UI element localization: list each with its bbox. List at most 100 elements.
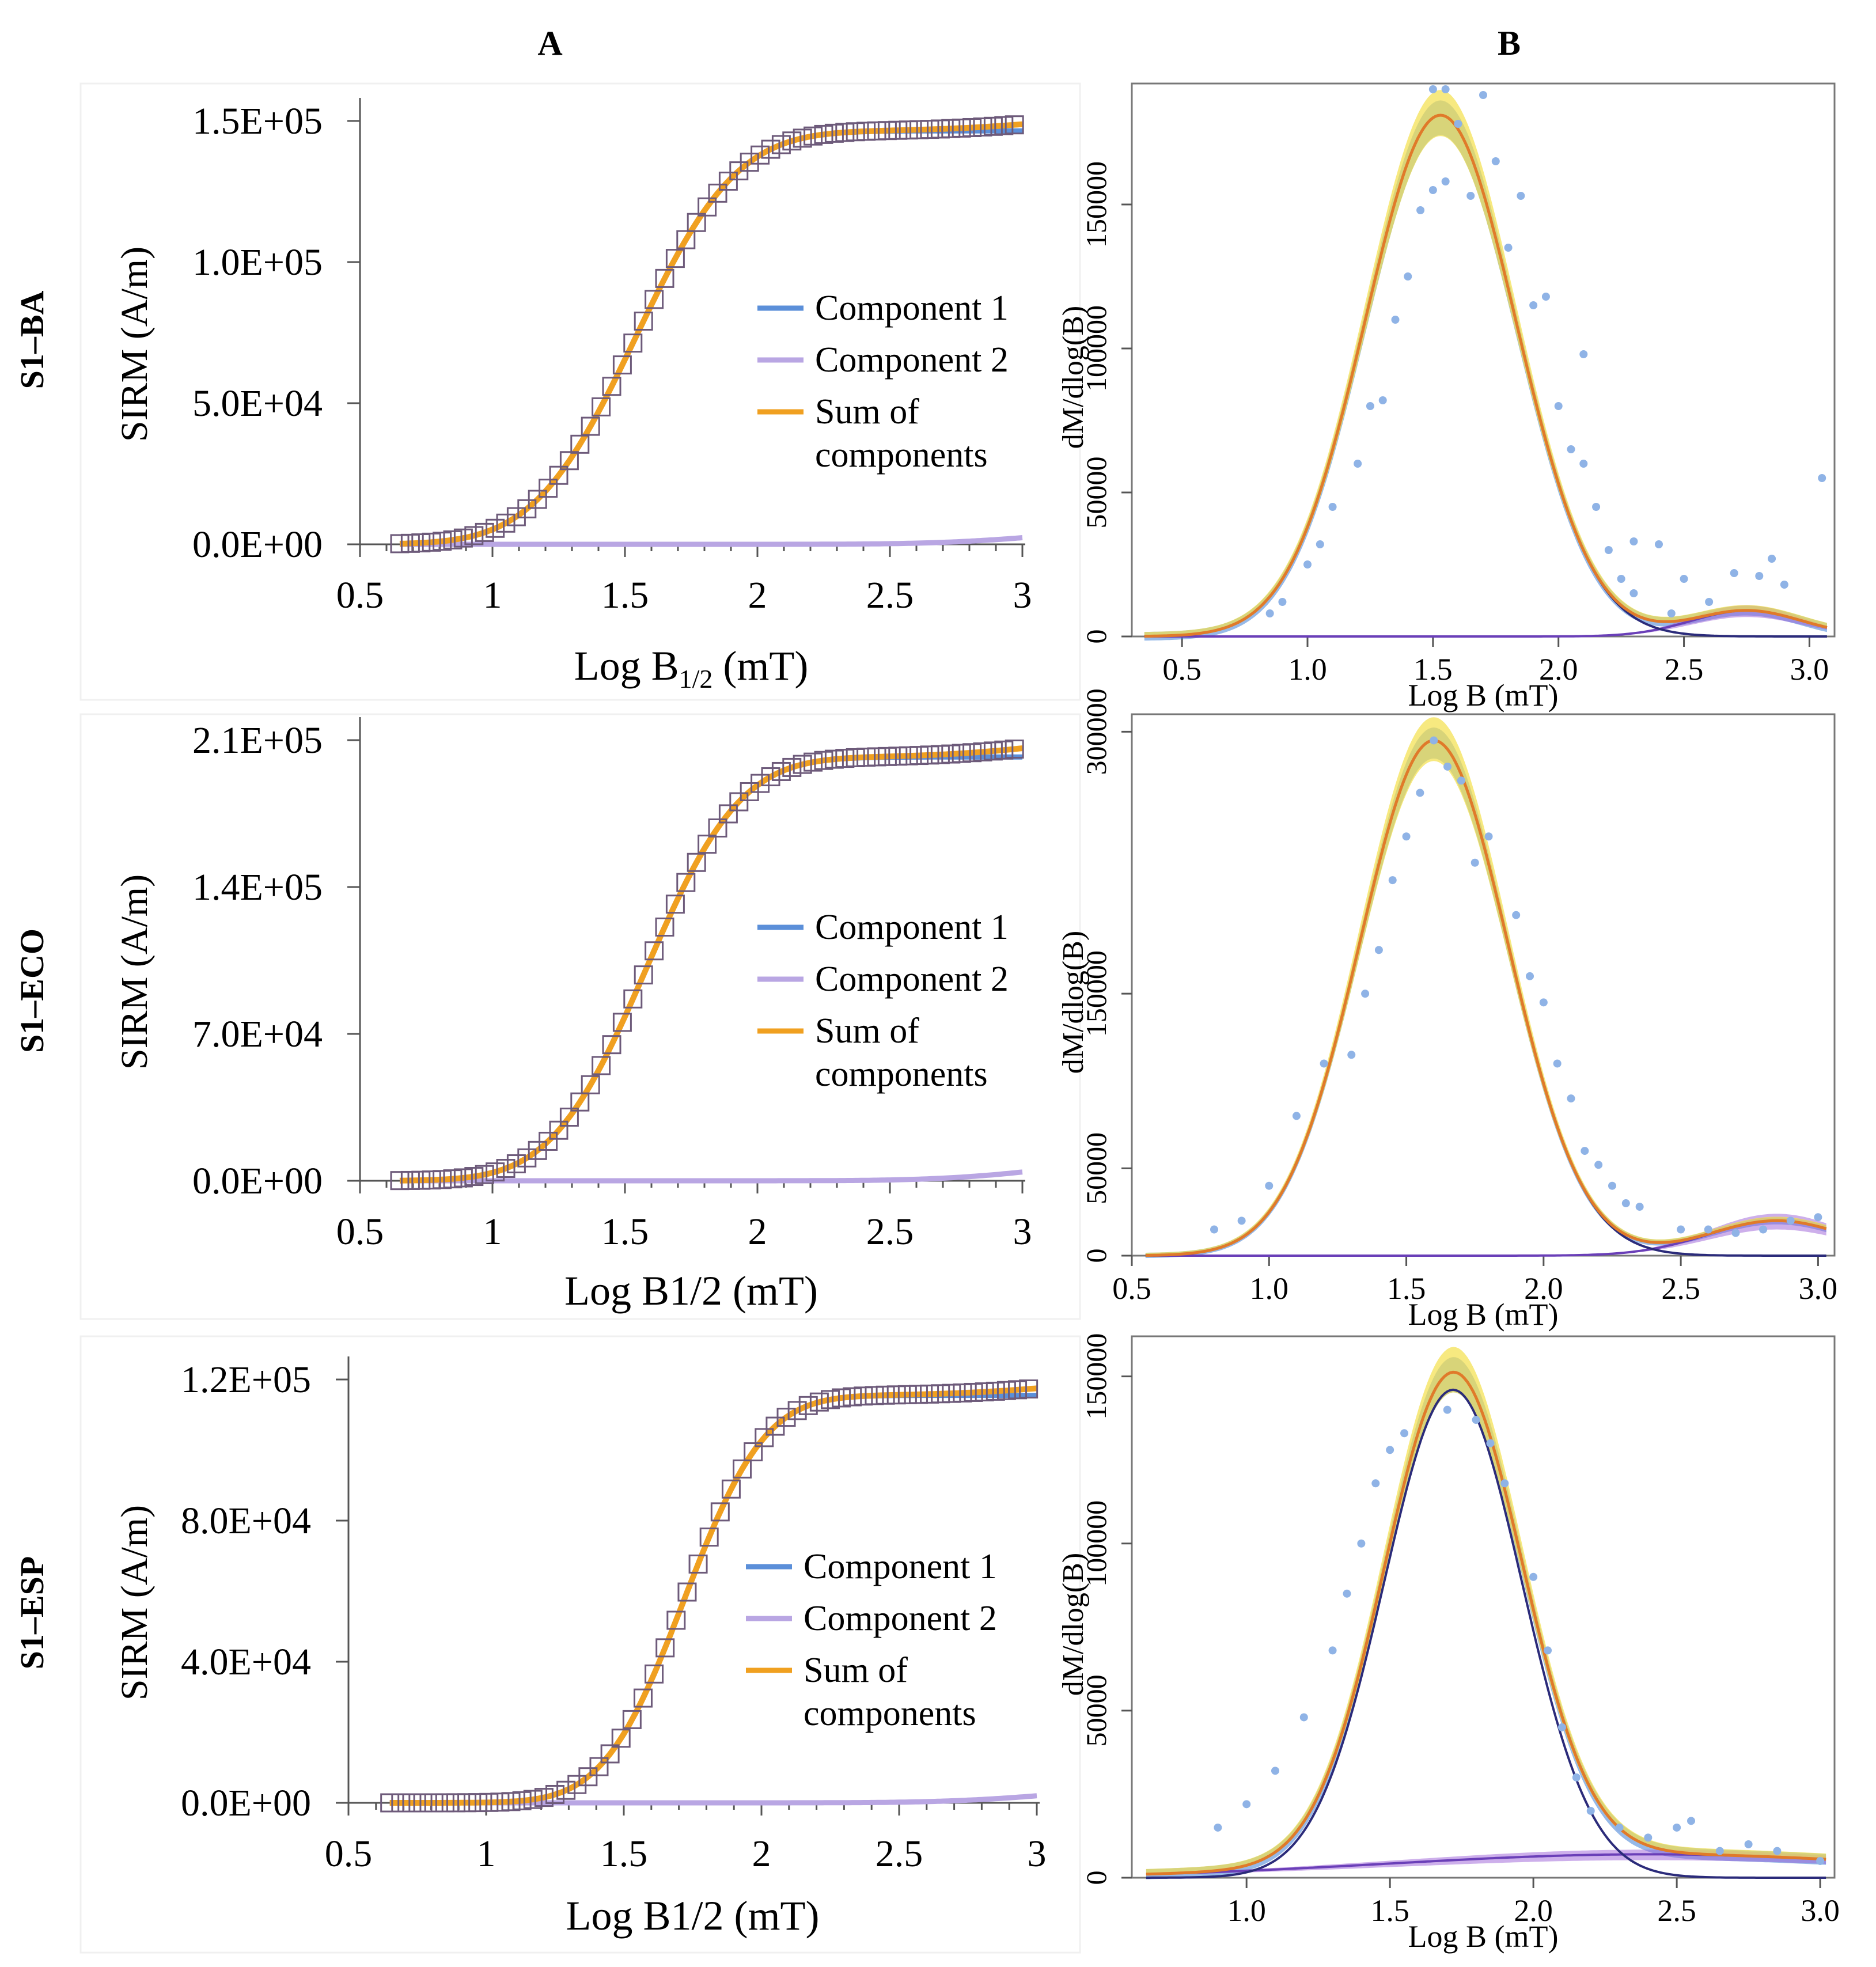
data-point xyxy=(1554,402,1563,410)
measured-point xyxy=(457,1793,477,1813)
x-tick-label: 2.5 xyxy=(1657,1893,1696,1928)
x-axis-label: Log B1/2 (mT) xyxy=(564,1268,818,1314)
x-axis-label: Log B (mT) xyxy=(1408,678,1559,712)
row-3: S1–ESP 0.5 1 1.5 2 2.5 3 0.0E+00 4.0E+04 8.0E+04 1… xyxy=(13,1333,1840,1954)
x-tick-label: 2.5 xyxy=(876,1833,923,1875)
measured-point xyxy=(973,117,992,137)
data-point xyxy=(1526,972,1534,980)
y-tick-label: 150000 xyxy=(1080,950,1112,1037)
measured-point xyxy=(952,118,971,138)
measured-point xyxy=(962,118,982,137)
y-axis-label: SIRM (A/m) xyxy=(113,247,156,442)
row-2: S1–ECO 0.5 1 1.5 2 2.5 3 0.0E+00 7.0E+04 1.4E+05 2… xyxy=(13,688,1837,1332)
sample-label: S1–BA xyxy=(13,290,51,389)
data-point xyxy=(1391,316,1400,324)
measured-point xyxy=(854,1386,873,1406)
data-point xyxy=(1572,1773,1581,1782)
measured-point xyxy=(804,752,823,772)
measured-point xyxy=(909,120,929,139)
sum-curve xyxy=(1145,738,1827,1257)
data-point xyxy=(1457,776,1465,785)
data-point xyxy=(1731,1229,1740,1237)
data-point xyxy=(1816,1856,1825,1865)
measured-point xyxy=(835,123,855,142)
panel-b: 0.5 1.0 1.5 2.0 2.5 3.0 0 50000 150000 300000 dM/d… xyxy=(1057,688,1837,1332)
data-point xyxy=(1579,460,1588,468)
measured-point xyxy=(528,490,547,509)
row-1: S1–BA 0.5 1 1.5 2 2.5 3 0.0E+00 5.0E+04 1.0E+05 1.… xyxy=(13,82,1836,712)
measured-point xyxy=(899,746,918,765)
data-point xyxy=(1818,474,1826,482)
legend-label: components xyxy=(815,435,988,475)
measured-point xyxy=(718,171,738,191)
data-point xyxy=(1539,998,1548,1007)
measured-point xyxy=(611,1729,631,1748)
measured-point xyxy=(824,749,844,769)
y-tick-label: 150000 xyxy=(1080,161,1112,248)
measured-point xyxy=(422,1170,441,1190)
data-point xyxy=(1278,598,1287,606)
measured-point xyxy=(559,451,579,471)
measured-point xyxy=(888,120,908,140)
data-point xyxy=(1484,832,1493,841)
measured-point xyxy=(453,528,473,548)
measured-point xyxy=(983,116,1003,136)
measured-point xyxy=(687,213,706,232)
measured-point xyxy=(655,268,674,288)
measured-point xyxy=(865,1386,884,1405)
measured-point xyxy=(634,965,653,985)
measured-point xyxy=(517,1148,537,1168)
data-point xyxy=(1667,609,1676,617)
x-tick-label: 2 xyxy=(752,1833,771,1875)
plot-frame xyxy=(1131,82,1836,638)
measured-point xyxy=(751,774,770,793)
measured-point xyxy=(899,120,918,140)
measured-point xyxy=(665,895,685,914)
measured-point xyxy=(710,1502,730,1522)
x-axis-label-tail: (mT) xyxy=(712,643,808,689)
x-tick-label: 1.0 xyxy=(1288,652,1327,687)
data-point xyxy=(1486,1439,1495,1447)
x-tick-label: 1 xyxy=(477,1833,496,1875)
measured-point xyxy=(612,1013,632,1032)
measured-point xyxy=(391,1793,411,1813)
measured-point xyxy=(666,1610,686,1630)
measured-point xyxy=(846,122,865,142)
x-axis-label-sub: 1/2 xyxy=(679,664,713,693)
measured-point xyxy=(433,532,452,551)
measured-point xyxy=(486,518,505,538)
x-tick-label: 0.5 xyxy=(1112,1271,1151,1306)
measured-point xyxy=(953,1383,972,1403)
legend-label: Sum of xyxy=(815,392,919,431)
y-tick-label: 7.0E+04 xyxy=(192,1013,323,1055)
measured-point xyxy=(645,941,664,961)
measured-point xyxy=(755,1428,774,1447)
legend-label: Component 2 xyxy=(804,1599,997,1638)
measured-point xyxy=(793,128,812,148)
panel-a: 0.5 1 1.5 2 2.5 3 0.0E+00 7.0E+04 1.4E+05 2.1E+05… xyxy=(113,717,1032,1314)
y-axis-label: SIRM (A/m) xyxy=(113,1505,156,1700)
x-tick-label: 1 xyxy=(483,574,502,616)
data-point xyxy=(1567,445,1575,453)
measured-point xyxy=(424,1793,444,1813)
measured-point xyxy=(443,1169,463,1189)
measured-point xyxy=(633,1688,653,1708)
x-axis-label-main: Log B xyxy=(574,643,679,689)
component-1-curve xyxy=(1146,1388,1826,1879)
x-tick-label: 0.5 xyxy=(336,1211,384,1253)
measured-point xyxy=(809,1392,829,1412)
data-point xyxy=(1354,460,1362,468)
x-axis-label: Log B1/2 (mT) xyxy=(574,643,809,693)
data-point xyxy=(1780,581,1788,589)
measured-point xyxy=(824,123,844,143)
measured-point xyxy=(699,1528,719,1547)
measured-point xyxy=(1005,739,1024,759)
measured-point xyxy=(496,1159,516,1178)
measured-point xyxy=(782,757,802,777)
panel-a: 0.5 1 1.5 2 2.5 3 0.0E+00 4.0E+04 8.0E+04 1.2E+05… xyxy=(113,1356,1047,1939)
measured-point xyxy=(464,1167,484,1187)
data-point xyxy=(1320,1059,1328,1068)
panel-a-frame xyxy=(79,1335,1081,1954)
y-tick-label: 0.0E+00 xyxy=(192,524,323,566)
column-header-a: A xyxy=(537,24,562,62)
